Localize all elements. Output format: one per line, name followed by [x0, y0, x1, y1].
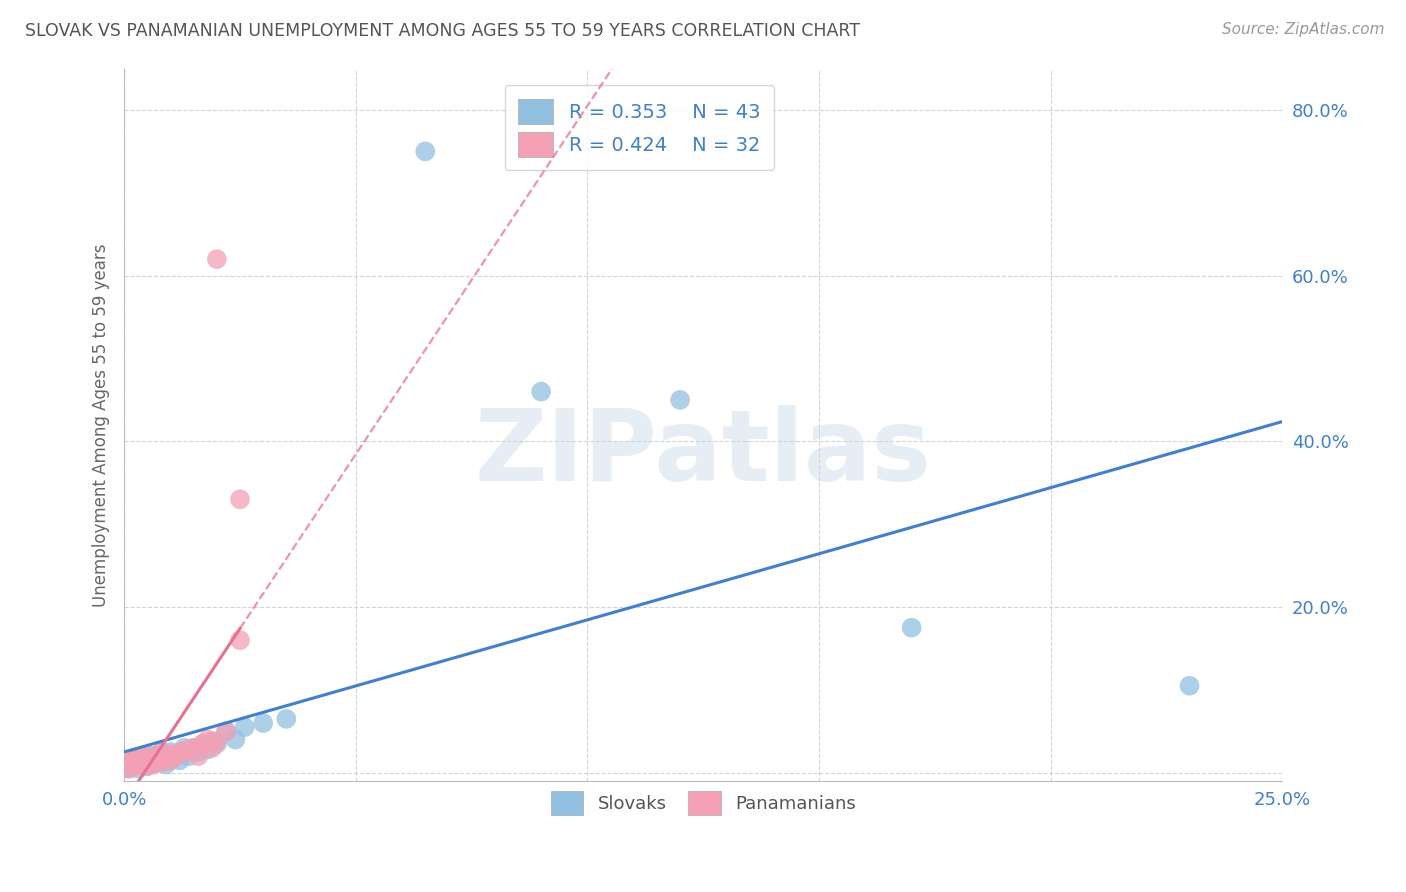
- Point: [159, 753, 181, 767]
- Point: [165, 749, 187, 764]
- Point: [1178, 679, 1201, 693]
- Point: [215, 724, 238, 739]
- Point: [118, 762, 141, 776]
- Point: [900, 621, 922, 635]
- Point: [118, 757, 141, 772]
- Point: [276, 712, 298, 726]
- Point: [191, 737, 214, 751]
- Point: [197, 742, 219, 756]
- Point: [159, 747, 181, 762]
- Point: [669, 392, 692, 407]
- Point: [183, 740, 205, 755]
- Point: [233, 720, 256, 734]
- Point: [224, 732, 246, 747]
- Point: [197, 732, 219, 747]
- Point: [132, 756, 155, 770]
- Point: [127, 751, 149, 765]
- Point: [127, 757, 149, 772]
- Point: [173, 745, 195, 759]
- Point: [150, 753, 173, 767]
- Point: [229, 633, 252, 648]
- Point: [132, 756, 155, 770]
- Point: [122, 759, 145, 773]
- Point: [141, 751, 163, 765]
- Point: [173, 745, 195, 759]
- Point: [118, 762, 141, 776]
- Point: [215, 724, 238, 739]
- Point: [177, 749, 200, 764]
- Point: [118, 756, 141, 770]
- Point: [205, 734, 228, 748]
- Point: [155, 757, 177, 772]
- Point: [165, 749, 187, 764]
- Point: [127, 762, 149, 776]
- Point: [183, 740, 205, 755]
- Point: [136, 759, 159, 773]
- Point: [177, 742, 200, 756]
- Point: [169, 753, 191, 767]
- Point: [205, 252, 228, 266]
- Point: [187, 749, 209, 764]
- Point: [136, 753, 159, 767]
- Point: [173, 740, 195, 755]
- Legend: Slovaks, Panamanians: Slovaks, Panamanians: [540, 780, 866, 825]
- Point: [141, 749, 163, 764]
- Point: [145, 753, 167, 767]
- Point: [159, 745, 181, 759]
- Point: [169, 745, 191, 759]
- Point: [155, 751, 177, 765]
- Point: [145, 756, 167, 770]
- Point: [187, 745, 209, 759]
- Point: [122, 753, 145, 767]
- Point: [127, 757, 149, 772]
- Point: [132, 749, 155, 764]
- Point: [530, 384, 553, 399]
- Point: [136, 759, 159, 773]
- Point: [229, 492, 252, 507]
- Point: [141, 757, 163, 772]
- Point: [122, 759, 145, 773]
- Point: [413, 145, 436, 159]
- Point: [136, 747, 159, 762]
- Text: ZIPatlas: ZIPatlas: [475, 405, 932, 502]
- Text: Source: ZipAtlas.com: Source: ZipAtlas.com: [1222, 22, 1385, 37]
- Text: SLOVAK VS PANAMANIAN UNEMPLOYMENT AMONG AGES 55 TO 59 YEARS CORRELATION CHART: SLOVAK VS PANAMANIAN UNEMPLOYMENT AMONG …: [25, 22, 860, 40]
- Point: [127, 751, 149, 765]
- Point: [201, 734, 224, 748]
- Point: [150, 745, 173, 759]
- Point: [150, 756, 173, 770]
- Point: [122, 753, 145, 767]
- Point: [155, 751, 177, 765]
- Point: [252, 716, 274, 731]
- Point: [150, 745, 173, 759]
- Point: [132, 749, 155, 764]
- Point: [159, 753, 181, 767]
- Point: [201, 740, 224, 755]
- Point: [136, 753, 159, 767]
- Y-axis label: Unemployment Among Ages 55 to 59 years: Unemployment Among Ages 55 to 59 years: [93, 243, 110, 607]
- Point: [205, 737, 228, 751]
- Point: [145, 749, 167, 764]
- Point: [191, 737, 214, 751]
- Point: [141, 757, 163, 772]
